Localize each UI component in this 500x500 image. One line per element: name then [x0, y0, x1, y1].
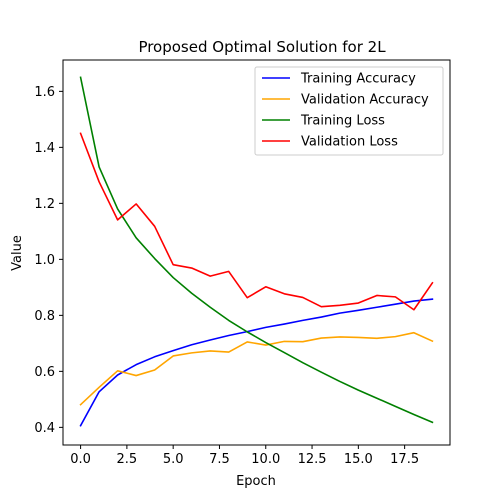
legend-label: Validation Accuracy [301, 93, 429, 108]
y-axis-ticks: 0.4 0.6 0.8 1.0 1.2 1.4 1.6 [34, 85, 63, 436]
y-tick-label: 0.6 [34, 365, 55, 380]
legend-label: Validation Loss [301, 135, 398, 150]
series-line-training-accuracy [79, 298, 434, 427]
x-tick-label: 10.0 [251, 452, 280, 467]
legend: Training Accuracy Validation Accuracy Trai… [254, 66, 444, 156]
x-tick-label: 0.0 [70, 452, 91, 467]
x-axis-ticks: 0.0 2.5 5.0 7.5 10.0 12.5 15.0 17.5 [70, 445, 419, 467]
y-tick-label: 1.6 [34, 85, 55, 100]
y-tick-label: 1.2 [34, 197, 55, 212]
plot-area: 0.0 2.5 5.0 7.5 10.0 12.5 15.0 17.5 0.4 0.6 0.8 1.… [34, 59, 451, 467]
x-tick-label: 12.5 [298, 452, 327, 467]
y-tick-label: 0.4 [34, 421, 55, 436]
x-tick-label: 17.5 [390, 452, 419, 467]
series-lines [79, 76, 434, 427]
x-tick-label: 15.0 [344, 452, 373, 467]
chart-title: Proposed Optimal Solution for 2L [138, 38, 386, 56]
series-line-validation-loss [79, 132, 434, 311]
y-axis-label: Value [10, 235, 25, 271]
legend-frame [254, 66, 444, 156]
plot-frame [62, 59, 451, 446]
y-tick-label: 0.8 [34, 309, 55, 324]
y-tick-label: 1.0 [34, 253, 55, 268]
legend-label: Training Loss [300, 114, 385, 129]
legend-label: Training Accuracy [300, 72, 416, 87]
series-line-validation-accuracy [79, 331, 434, 406]
x-tick-label: 7.5 [209, 452, 230, 467]
x-tick-label: 2.5 [117, 452, 138, 467]
x-tick-label: 5.0 [163, 452, 184, 467]
y-tick-label: 1.4 [34, 141, 55, 156]
series-line-training-loss [79, 76, 434, 424]
x-axis-label: Epoch [236, 474, 276, 489]
